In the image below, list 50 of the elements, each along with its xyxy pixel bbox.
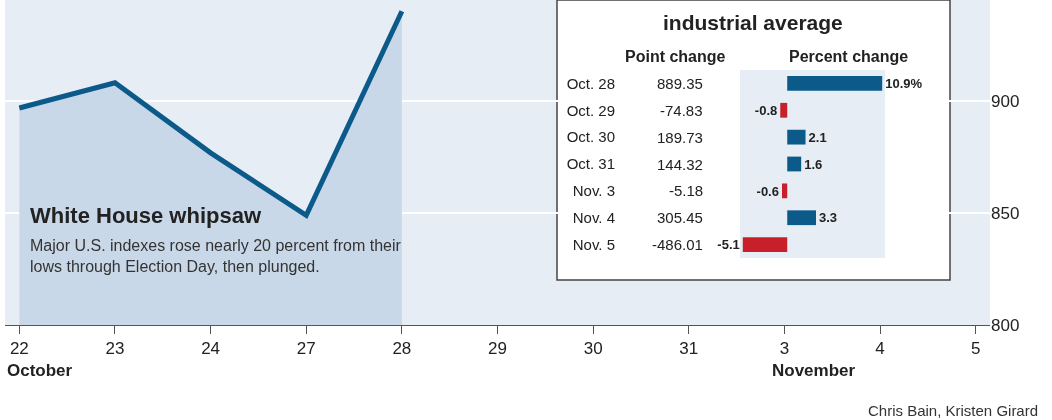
data-label: -0.8 bbox=[754, 103, 778, 119]
annotation: 189.73 bbox=[657, 129, 703, 146]
bar bbox=[787, 156, 802, 172]
y-tick-label: Nov. 3 bbox=[572, 182, 615, 200]
data-label: 3.3 bbox=[819, 210, 838, 226]
series-label: Percent change bbox=[789, 48, 909, 65]
x-tick-label: 27 bbox=[296, 339, 316, 359]
text: Major U.S. indexes rose nearly 20 percent from their lows through Election Day, then plunged. bbox=[30, 237, 402, 275]
data-label: 10.9% bbox=[885, 76, 923, 92]
x-tick-label: 29 bbox=[488, 339, 507, 359]
annotation: 889.35 bbox=[657, 75, 703, 92]
text: Chris Bain, Kristen Girard bbox=[868, 402, 1039, 419]
y-tick-label: 900 bbox=[991, 91, 1020, 111]
bar bbox=[787, 76, 883, 91]
x-tick-label: 24 bbox=[201, 339, 221, 359]
annotation: -74.83 bbox=[660, 102, 703, 119]
annotation: 305.45 bbox=[657, 209, 703, 226]
y-tick-label: Oct. 31 bbox=[566, 155, 615, 173]
y-tick-label: Nov. 4 bbox=[572, 208, 615, 226]
bar bbox=[742, 237, 788, 252]
y-tick-label: Nov. 5 bbox=[572, 235, 615, 253]
bar bbox=[787, 129, 806, 145]
x-tick-label: 23 bbox=[105, 339, 125, 359]
annotation: Point change bbox=[625, 48, 726, 65]
x-tick-label: 5 bbox=[970, 339, 981, 359]
x-tick-label: 31 bbox=[679, 339, 699, 359]
x-tick-label: 22 bbox=[9, 339, 29, 359]
annotation: -5.18 bbox=[669, 182, 704, 199]
bar bbox=[780, 102, 788, 118]
annotation: -486.01 bbox=[652, 236, 703, 253]
y-tick-label: 800 bbox=[991, 315, 1020, 335]
text: November bbox=[772, 361, 856, 380]
data-label: 2.1 bbox=[808, 129, 827, 145]
chart-title: industrial average bbox=[663, 11, 843, 34]
y-tick-label: Oct. 28 bbox=[566, 74, 615, 92]
data-label: 1.6 bbox=[804, 156, 823, 172]
bar bbox=[787, 210, 816, 226]
y-tick-label: 850 bbox=[991, 203, 1020, 223]
data-label: -5.1 bbox=[717, 237, 740, 253]
x-tick-label: 28 bbox=[392, 339, 412, 359]
bar bbox=[782, 183, 788, 199]
x-tick-label: 3 bbox=[779, 339, 790, 359]
data-label: -0.6 bbox=[756, 183, 779, 199]
text: October bbox=[7, 361, 73, 380]
x-tick-label: 30 bbox=[583, 339, 603, 359]
y-tick-label: Oct. 30 bbox=[566, 128, 615, 146]
y-tick-label: Oct. 29 bbox=[566, 101, 615, 119]
annotation: 144.32 bbox=[657, 156, 703, 173]
text: White House whipsaw bbox=[30, 203, 262, 228]
x-tick-label: 4 bbox=[875, 339, 885, 359]
